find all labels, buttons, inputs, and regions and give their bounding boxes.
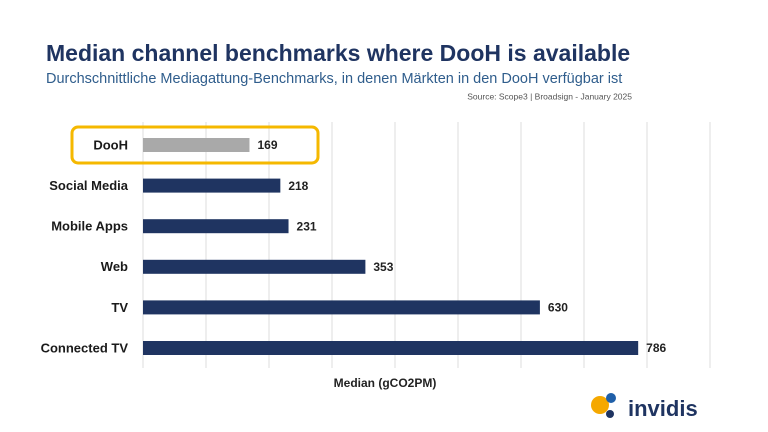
source: Source: Scope3 | Broadsign - January 202…	[467, 91, 632, 101]
highlight-box	[70, 125, 320, 165]
chart-subtitle: Durchschnittliche Mediagattung-Benchmark…	[46, 71, 622, 87]
chart-title: Median channel benchmarks where DooH is …	[46, 40, 630, 66]
bar	[143, 259, 366, 274]
value-label: 169	[257, 138, 277, 152]
value-label: 630	[548, 301, 568, 315]
value-label: 353	[373, 260, 393, 274]
y-tick-label: Social Media	[49, 178, 129, 193]
value-label: 231	[297, 219, 317, 233]
value-label: 786	[646, 341, 666, 355]
bar	[143, 219, 289, 234]
x-axis-label: Median (gCO2PM)	[334, 376, 437, 390]
brand-logo: invidis	[628, 396, 698, 421]
bar	[143, 178, 281, 193]
y-tick-label: DooH	[93, 137, 128, 152]
y-tick-label: Connected TV	[41, 340, 129, 355]
y-tick-label: TV	[111, 300, 128, 315]
bar	[143, 138, 250, 152]
value-label: 218	[288, 179, 308, 193]
y-tick-label: Web	[101, 259, 128, 274]
logo-icon	[591, 393, 616, 418]
y-tick-label: Mobile Apps	[51, 219, 128, 234]
bar	[143, 300, 540, 315]
bar	[143, 341, 639, 355]
